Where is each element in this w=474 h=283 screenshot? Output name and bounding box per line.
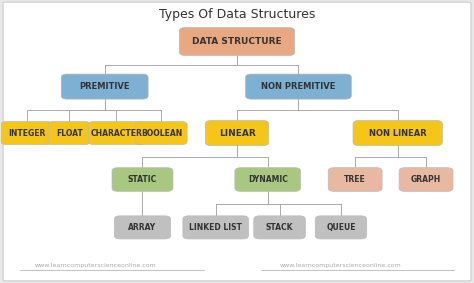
Text: Types Of Data Structures: Types Of Data Structures (159, 8, 315, 21)
FancyBboxPatch shape (136, 121, 187, 145)
Text: TREE: TREE (344, 175, 366, 184)
Text: DYNAMIC: DYNAMIC (248, 175, 288, 184)
FancyBboxPatch shape (3, 2, 471, 281)
Text: BOOLEAN: BOOLEAN (141, 128, 182, 138)
Text: DATA STRUCTURE: DATA STRUCTURE (192, 37, 282, 46)
Text: QUEUE: QUEUE (326, 223, 356, 232)
Text: PREMITIVE: PREMITIVE (80, 82, 130, 91)
Text: LINKED LIST: LINKED LIST (189, 223, 242, 232)
Text: ARRAY: ARRAY (128, 223, 156, 232)
Text: LINEAR: LINEAR (219, 128, 255, 138)
Text: FLOAT: FLOAT (56, 128, 82, 138)
FancyBboxPatch shape (246, 74, 351, 99)
FancyBboxPatch shape (48, 121, 90, 145)
FancyBboxPatch shape (353, 121, 442, 145)
Text: www.learncomputerscienceonline.com: www.learncomputerscienceonline.com (280, 263, 402, 268)
FancyBboxPatch shape (328, 168, 382, 191)
FancyBboxPatch shape (315, 216, 367, 239)
FancyBboxPatch shape (112, 168, 173, 191)
Text: STACK: STACK (266, 223, 293, 232)
FancyBboxPatch shape (179, 27, 295, 55)
FancyBboxPatch shape (399, 168, 453, 191)
Text: NON PREMITIVE: NON PREMITIVE (261, 82, 336, 91)
FancyBboxPatch shape (235, 168, 301, 191)
Text: NON LINEAR: NON LINEAR (369, 128, 427, 138)
Text: INTEGER: INTEGER (8, 128, 46, 138)
FancyBboxPatch shape (61, 74, 148, 99)
Text: www.learncomputerscienceonline.com: www.learncomputerscienceonline.com (34, 263, 156, 268)
FancyBboxPatch shape (88, 121, 145, 145)
Text: STATIC: STATIC (128, 175, 157, 184)
FancyBboxPatch shape (254, 216, 305, 239)
Text: CHARACTER: CHARACTER (91, 128, 142, 138)
FancyBboxPatch shape (205, 121, 269, 145)
FancyBboxPatch shape (1, 121, 53, 145)
Text: GRAPH: GRAPH (411, 175, 441, 184)
FancyBboxPatch shape (114, 216, 171, 239)
FancyBboxPatch shape (183, 216, 248, 239)
